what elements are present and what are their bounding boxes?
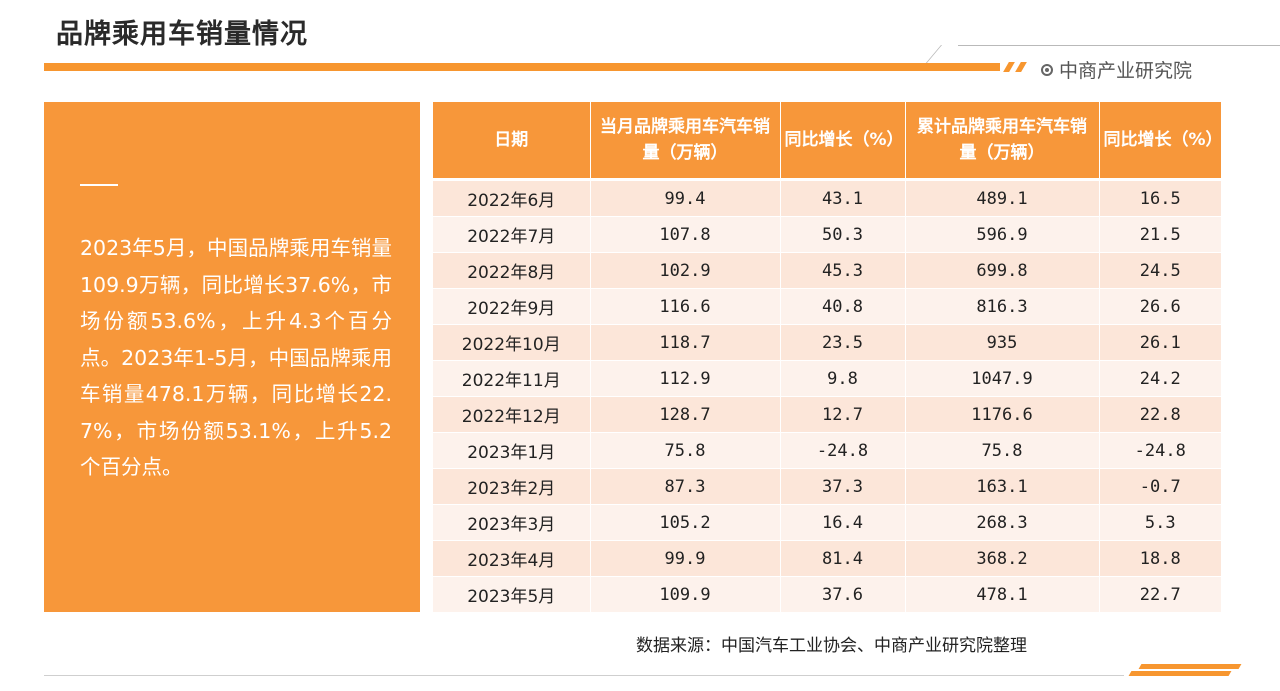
cell-monthly-sales: 112.9 xyxy=(590,360,781,397)
cell-cumulative-growth: 18.8 xyxy=(1099,540,1221,577)
page-title: 品牌乘用车销量情况 xyxy=(56,19,308,50)
footer-stripes-decoration xyxy=(1128,664,1242,676)
cell-monthly-growth: 50.3 xyxy=(780,216,906,253)
cell-cumulative-growth: -0.7 xyxy=(1099,468,1221,505)
cell-cumulative-growth: 26.1 xyxy=(1099,324,1221,361)
cell-cumulative-sales: 816.3 xyxy=(905,288,1100,325)
cell-monthly-sales: 75.8 xyxy=(590,432,781,469)
cell-cumulative-sales: 1047.9 xyxy=(905,360,1100,397)
table-row: 2023年4月 99.9 81.4 368.2 18.8 xyxy=(433,540,1221,577)
header-divider-line xyxy=(958,45,1280,46)
footer-divider-line xyxy=(44,675,1124,676)
column-header-cumulative-growth: 同比增长（%） xyxy=(1099,102,1223,181)
table-row: 2023年5月 109.9 37.6 478.1 22.7 xyxy=(433,576,1221,613)
table-header-row: 日期 当月品牌乘用车汽车销量（万辆） 同比增长（%） 累计品牌乘用车汽车销量（万… xyxy=(433,102,1223,181)
cell-monthly-growth: 9.8 xyxy=(780,360,906,397)
cell-monthly-sales: 99.4 xyxy=(590,179,781,217)
cell-cumulative-growth: 21.5 xyxy=(1099,216,1221,253)
column-header-monthly-sales: 当月品牌乘用车汽车销量（万辆） xyxy=(590,102,781,181)
cell-cumulative-sales: 699.8 xyxy=(905,252,1100,289)
table-body: 2022年6月 99.4 43.1 489.1 16.5 2022年7月 107.8 50.3… xyxy=(433,179,1221,613)
table-row: 2022年7月 107.8 50.3 596.9 21.5 xyxy=(433,216,1221,253)
cell-date: 2022年11月 xyxy=(433,360,591,397)
cell-cumulative-sales: 935 xyxy=(905,324,1100,361)
data-source-note: 数据来源：中国汽车工业协会、中商产业研究院整理 xyxy=(636,636,1027,656)
summary-text: 2023年5月，中国品牌乘用车销量109.9万辆，同比增长37.6%，市场份额5… xyxy=(80,236,392,479)
cell-cumulative-sales: 1176.6 xyxy=(905,396,1100,433)
table-row: 2023年1月 75.8 -24.8 75.8 -24.8 xyxy=(433,432,1221,469)
cell-date: 2023年4月 xyxy=(433,540,591,577)
table-row: 2022年12月 128.7 12.7 1176.6 22.8 xyxy=(433,396,1221,433)
sales-table-container: 日期 当月品牌乘用车汽车销量（万辆） 同比增长（%） 累计品牌乘用车汽车销量（万… xyxy=(433,102,1223,613)
sales-table: 日期 当月品牌乘用车汽车销量（万辆） 同比增长（%） 累计品牌乘用车汽车销量（万… xyxy=(433,102,1223,613)
cell-cumulative-sales: 368.2 xyxy=(905,540,1100,577)
cell-cumulative-growth: 16.5 xyxy=(1099,179,1221,217)
cell-monthly-sales: 99.9 xyxy=(590,540,781,577)
cell-date: 2022年9月 xyxy=(433,288,591,325)
cell-monthly-sales: 118.7 xyxy=(590,324,781,361)
cell-cumulative-sales: 163.1 xyxy=(905,468,1100,505)
cell-monthly-sales: 102.9 xyxy=(590,252,781,289)
cell-cumulative-growth: 22.8 xyxy=(1099,396,1221,433)
brand-logo: 中商产业研究院 xyxy=(1041,56,1192,83)
cell-date: 2022年6月 xyxy=(433,179,591,217)
cell-cumulative-sales: 75.8 xyxy=(905,432,1100,469)
table-row: 2023年3月 105.2 16.4 268.3 5.3 xyxy=(433,504,1221,541)
cell-monthly-growth: 37.3 xyxy=(780,468,906,505)
cell-cumulative-growth: 24.2 xyxy=(1099,360,1221,397)
cell-cumulative-growth: 5.3 xyxy=(1099,504,1221,541)
cell-monthly-growth: 45.3 xyxy=(780,252,906,289)
cell-cumulative-growth: -24.8 xyxy=(1099,432,1221,469)
cell-monthly-growth: 23.5 xyxy=(780,324,906,361)
table-row: 2022年8月 102.9 45.3 699.8 24.5 xyxy=(433,252,1221,289)
cell-date: 2022年7月 xyxy=(433,216,591,253)
cell-date: 2023年2月 xyxy=(433,468,591,505)
cell-monthly-sales: 87.3 xyxy=(590,468,781,505)
brand-circle-icon xyxy=(1041,63,1053,76)
table-row: 2022年6月 99.4 43.1 489.1 16.5 xyxy=(433,179,1221,217)
summary-rule xyxy=(80,184,118,186)
cell-date: 2022年8月 xyxy=(433,252,591,289)
cell-date: 2022年12月 xyxy=(433,396,591,433)
cell-monthly-sales: 107.8 xyxy=(590,216,781,253)
brand-name: 中商产业研究院 xyxy=(1059,60,1193,82)
cell-date: 2023年1月 xyxy=(433,432,591,469)
cell-cumulative-growth: 26.6 xyxy=(1099,288,1221,325)
cell-monthly-growth: 16.4 xyxy=(780,504,906,541)
column-header-cumulative-sales: 累计品牌乘用车汽车销量（万辆） xyxy=(905,102,1100,181)
cell-date: 2022年10月 xyxy=(433,324,591,361)
cell-monthly-growth: -24.8 xyxy=(780,432,906,469)
table-row: 2022年10月 118.7 23.5 935 26.1 xyxy=(433,324,1221,361)
summary-panel: 2023年5月，中国品牌乘用车销量109.9万辆，同比增长37.6%，市场份额5… xyxy=(44,102,420,612)
header-stripes-decoration xyxy=(1003,62,1032,72)
column-header-date: 日期 xyxy=(433,102,591,181)
table-row: 2023年2月 87.3 37.3 163.1 -0.7 xyxy=(433,468,1221,505)
header-accent-bar xyxy=(44,63,1000,71)
cell-monthly-sales: 105.2 xyxy=(590,504,781,541)
cell-cumulative-sales: 596.9 xyxy=(905,216,1100,253)
cell-monthly-sales: 128.7 xyxy=(590,396,781,433)
column-header-monthly-growth: 同比增长（%） xyxy=(780,102,906,181)
cell-monthly-growth: 37.6 xyxy=(780,576,906,613)
cell-monthly-growth: 12.7 xyxy=(780,396,906,433)
cell-monthly-growth: 43.1 xyxy=(780,179,906,217)
cell-monthly-growth: 40.8 xyxy=(780,288,906,325)
cell-monthly-sales: 116.6 xyxy=(590,288,781,325)
cell-monthly-growth: 81.4 xyxy=(780,540,906,577)
cell-cumulative-sales: 478.1 xyxy=(905,576,1100,613)
cell-date: 2023年5月 xyxy=(433,576,591,613)
cell-cumulative-growth: 22.7 xyxy=(1099,576,1221,613)
cell-cumulative-sales: 489.1 xyxy=(905,179,1100,217)
table-row: 2022年9月 116.6 40.8 816.3 26.6 xyxy=(433,288,1221,325)
cell-cumulative-sales: 268.3 xyxy=(905,504,1100,541)
cell-cumulative-growth: 24.5 xyxy=(1099,252,1221,289)
table-row: 2022年11月 112.9 9.8 1047.9 24.2 xyxy=(433,360,1221,397)
cell-date: 2023年3月 xyxy=(433,504,591,541)
cell-monthly-sales: 109.9 xyxy=(590,576,781,613)
